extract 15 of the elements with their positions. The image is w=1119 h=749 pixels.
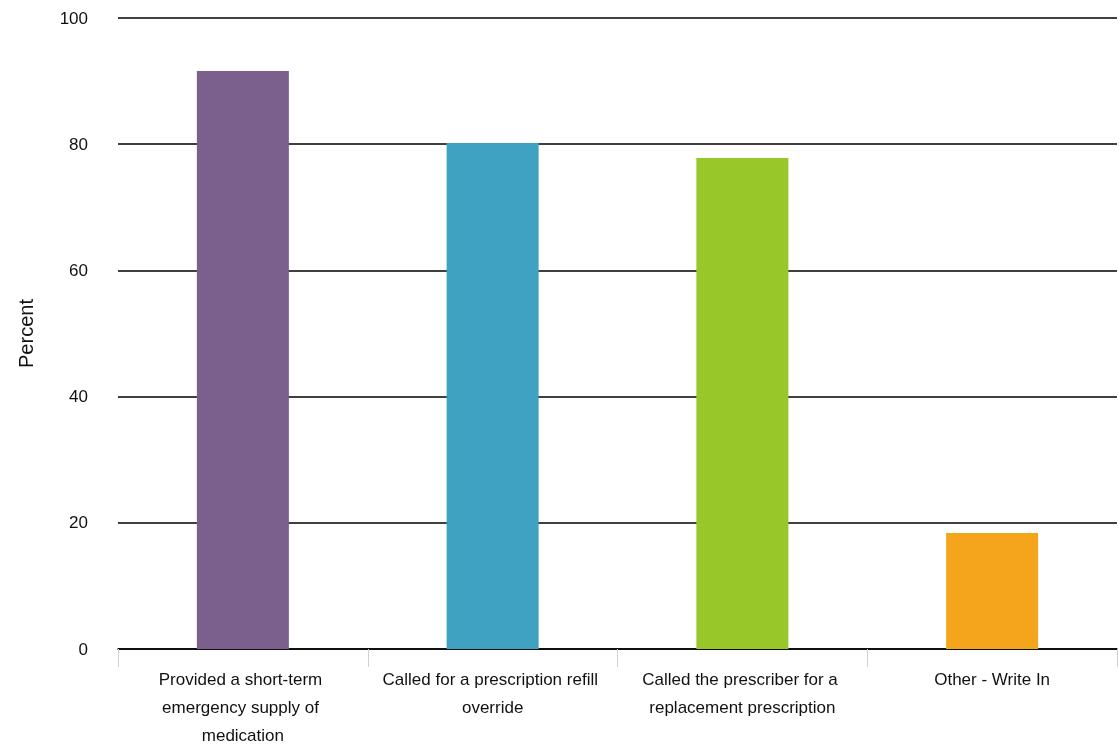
x-tick-label: Called for a prescription refill override: [382, 669, 603, 717]
y-tick-label: 60: [69, 260, 88, 280]
y-tick-label: 80: [69, 134, 88, 154]
bar: [446, 142, 539, 649]
x-tick-label: Called the prescriber for a replacement prescription: [642, 669, 843, 717]
y-tick-label: 40: [69, 387, 88, 407]
y-tick-label: 20: [69, 513, 88, 533]
y-tick-label: 100: [59, 8, 88, 28]
bar: [946, 532, 1039, 649]
y-tick-label: 0: [78, 639, 88, 659]
x-tick-label: Provided a short-term emergency supply of medication: [158, 669, 327, 745]
bar: [196, 71, 289, 649]
bar: [696, 158, 789, 649]
y-axis-title: Percent: [15, 298, 37, 368]
x-tick-label: Other - Write In: [934, 669, 1051, 689]
